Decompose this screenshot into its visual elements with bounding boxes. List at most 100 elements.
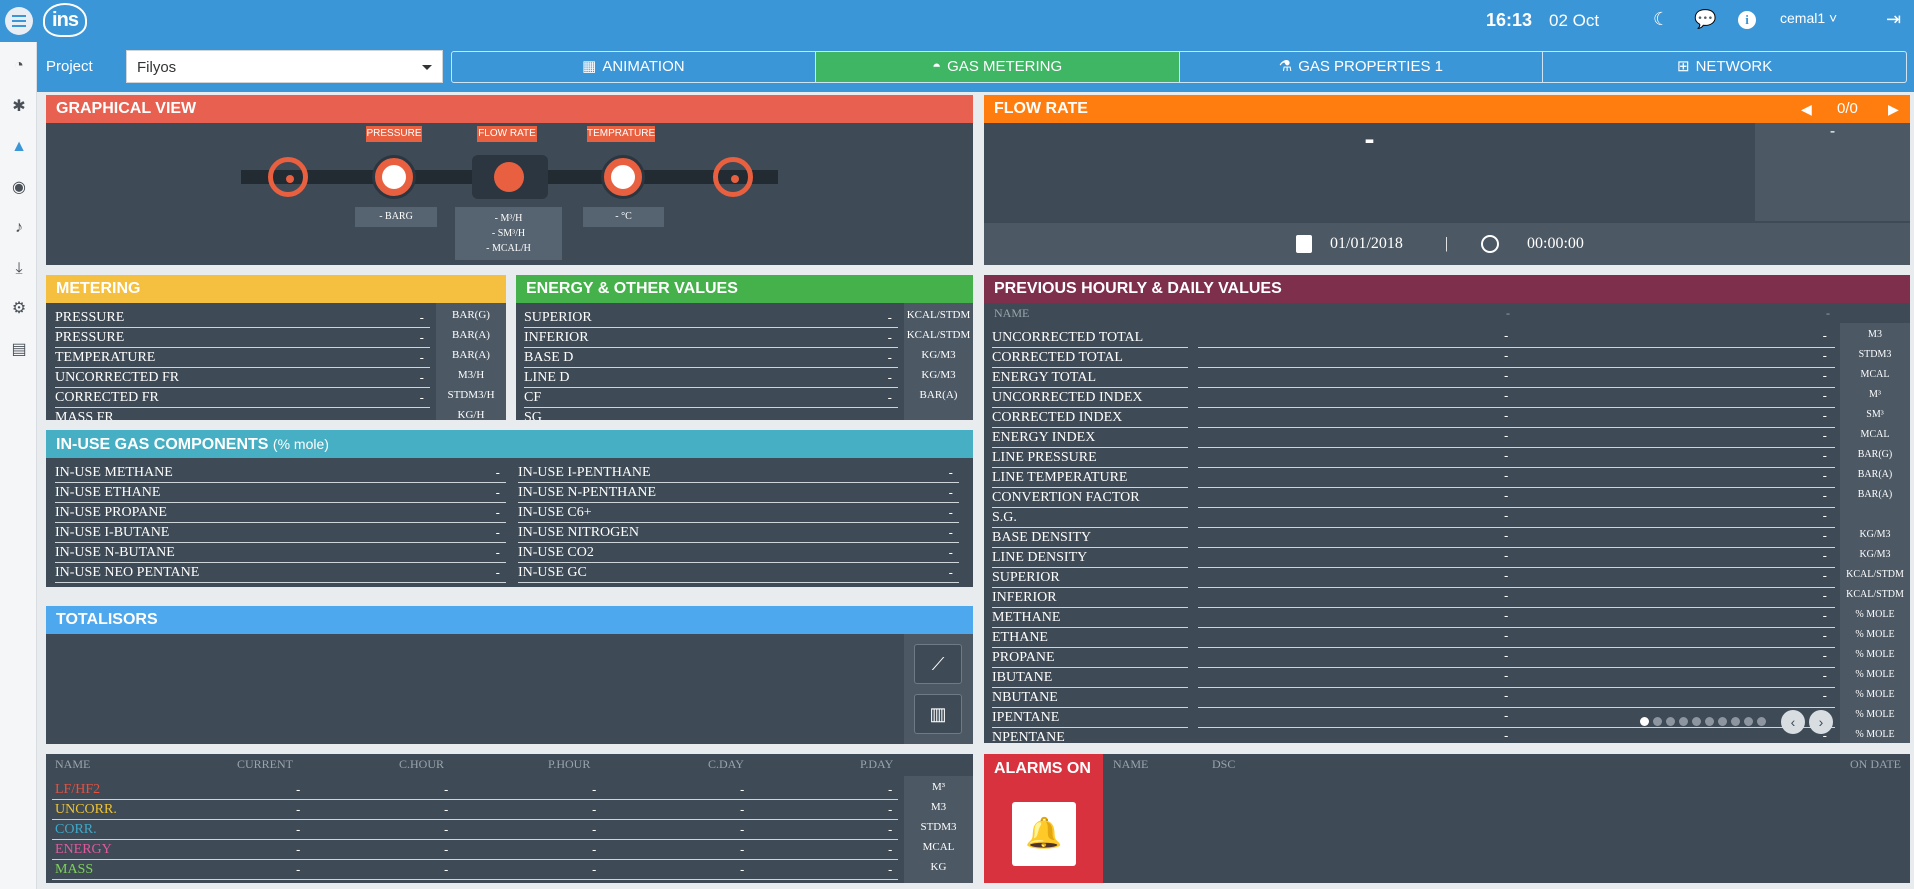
book-icon[interactable]: ▤ — [11, 341, 27, 358]
separator: | — [1445, 235, 1449, 252]
row-unit: KCAL/STDM — [1846, 569, 1904, 580]
row-value-b: - — [1822, 468, 1827, 483]
tab-network[interactable]: ⊞ NETWORK — [1543, 52, 1906, 82]
gears-icon[interactable]: ⚙ — [11, 300, 27, 317]
chat-icon[interactable]: 💬 — [1694, 9, 1717, 29]
bug-icon[interactable]: ✱ — [12, 98, 26, 115]
bell-icon[interactable]: ♪ — [15, 219, 23, 236]
previous-row-values: -- — [1198, 628, 1835, 648]
previous-row-values: -- — [1198, 348, 1835, 368]
carousel-dot[interactable] — [1692, 717, 1701, 726]
tab-label: GAS PROPERTIES 1 — [1298, 58, 1443, 75]
previous-row: NPENTANE — [992, 728, 1188, 743]
previous-row-values: -- — [1198, 688, 1835, 708]
row-value: - — [296, 822, 301, 837]
row-unit: KG/H — [457, 409, 485, 420]
row-unit: M3 — [1868, 329, 1882, 340]
row-value-a: - — [1504, 668, 1509, 683]
carousel-dot[interactable] — [1653, 717, 1662, 726]
previous-row: ENERGY INDEX — [992, 428, 1188, 448]
row-unit: BAR(G) — [1857, 449, 1893, 460]
row-value-a: - — [1504, 728, 1509, 743]
drive-icon[interactable]: ▲ — [11, 138, 27, 155]
bell-icon[interactable]: 🔔 — [1012, 802, 1076, 866]
row-name: UNCORR. — [55, 802, 117, 817]
row-value: - — [419, 370, 424, 385]
previous-row-values: -- — [1198, 508, 1835, 528]
row-value-a: - — [1504, 688, 1509, 703]
tab-animation[interactable]: ▦ ANIMATION — [452, 52, 816, 82]
carousel-dot[interactable] — [1666, 717, 1675, 726]
row-value: - — [888, 842, 893, 857]
previous-row-values: -- — [1198, 448, 1835, 468]
previous-row-values: -- — [1198, 428, 1835, 448]
clock-icon — [1481, 235, 1499, 253]
tab-label: NETWORK — [1695, 58, 1773, 75]
carousel-dot[interactable] — [1640, 717, 1649, 726]
previous-row-values: -- — [1198, 648, 1835, 668]
download-icon[interactable]: ⤓ — [15, 260, 23, 277]
header-col-b: - — [1826, 306, 1830, 320]
row-unit: BAR(A) — [919, 389, 958, 401]
previous-row-values: -- — [1198, 408, 1835, 428]
row-unit: MCAL — [1860, 369, 1890, 380]
previous-row: BASE DENSITY — [992, 528, 1188, 548]
row-value-a: - — [1504, 408, 1509, 423]
previous-row-values: -- — [1198, 468, 1835, 488]
table-header: C.DAY — [708, 757, 744, 771]
component-row: IN-USE N-BUTANE - — [55, 543, 506, 563]
row-label: IN-USE N-PENTHANE — [518, 485, 657, 500]
table-header: P.HOUR — [548, 757, 591, 771]
carousel-next-icon[interactable]: › — [1809, 710, 1833, 734]
row-value-b: - — [1822, 548, 1827, 563]
row-unit: KG/M3 — [921, 349, 956, 361]
previous-row: S.G. — [992, 508, 1188, 528]
row-unit: KCAL/STDM — [906, 329, 971, 341]
component-row: IN-USE METHANE - — [55, 463, 506, 483]
previous-row-values: -- — [1198, 548, 1835, 568]
row-value-a: - — [1504, 588, 1509, 603]
unit-column — [1840, 323, 1910, 743]
carousel-dot[interactable] — [1744, 717, 1753, 726]
user-icon[interactable]: ◉ — [12, 179, 26, 196]
carousel-dot[interactable] — [1731, 717, 1740, 726]
carousel-dot[interactable] — [1679, 717, 1688, 726]
panel-title: FLOW RATE — [984, 95, 1910, 123]
info-icon[interactable]: i — [1738, 11, 1756, 29]
project-select[interactable]: Filyos — [126, 50, 443, 83]
bar-chart-button[interactable]: ▥ — [914, 694, 962, 734]
row-label: UNCORRECTED FR — [55, 370, 180, 385]
moon-icon[interactable]: ☾ — [1653, 9, 1670, 29]
dashboard-icon[interactable]: ◔ — [14, 57, 24, 74]
row-value: - — [887, 310, 892, 325]
previous-row: UNCORRECTED INDEX — [992, 388, 1188, 408]
metering-row: CORRECTED FR - — [55, 388, 430, 408]
row-label: IN-USE GC — [518, 565, 587, 580]
logout-icon[interactable]: ⇥ — [1886, 9, 1902, 29]
line-chart-button[interactable]: ⟋ — [914, 644, 962, 684]
alarm-header-ondate: ON DATE — [1850, 757, 1901, 771]
table-row: CORR. - - - - - — [52, 820, 898, 840]
flow-values: - M³/H - SM³/H - MCAL/H — [455, 207, 562, 260]
app-logo[interactable]: ins — [43, 3, 87, 37]
table-header: NAME — [55, 757, 91, 771]
carousel-dot[interactable] — [1757, 717, 1766, 726]
tab-gas-properties[interactable]: ⚗ GAS PROPERTIES 1 — [1180, 52, 1544, 82]
row-unit: STDM3/H — [447, 389, 495, 401]
user-menu[interactable]: cemal1 ˅ — [1780, 10, 1837, 26]
row-unit: % MOLE — [1855, 609, 1895, 620]
tab-gas-metering[interactable]: ◓ GAS METERING — [815, 52, 1180, 82]
prev-arrow-icon[interactable]: ◀ — [1801, 101, 1812, 117]
row-label: CORRECTED TOTAL — [992, 350, 1123, 365]
user-name: cemal1 — [1780, 10, 1826, 26]
carousel-dot[interactable] — [1705, 717, 1714, 726]
previous-row: METHANE — [992, 608, 1188, 628]
metering-row: UNCORRECTED FR - — [55, 368, 430, 388]
flow-sm3h: - SM³/H — [491, 228, 526, 239]
carousel-prev-icon[interactable]: ‹ — [1781, 710, 1805, 734]
next-arrow-icon[interactable]: ▶ — [1888, 101, 1899, 117]
row-label: UNCORRECTED INDEX — [992, 390, 1143, 405]
row-value: - — [444, 862, 449, 877]
menu-icon[interactable] — [5, 7, 33, 35]
carousel-dot[interactable] — [1718, 717, 1727, 726]
